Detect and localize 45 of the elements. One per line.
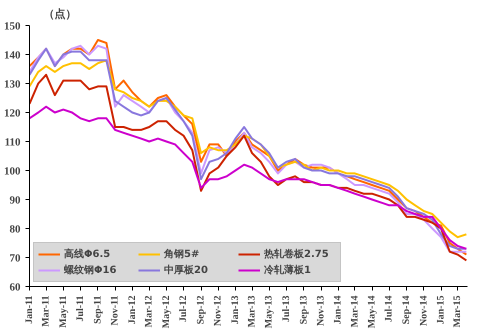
- x-tick-label: Jul-14: [384, 296, 395, 322]
- y-tick-label: 120: [4, 108, 21, 120]
- x-tick-label: Nov-14: [418, 295, 430, 326]
- x-tick-label: Mar-11: [40, 295, 52, 327]
- x-tick-label: Mar-14: [349, 295, 360, 328]
- x-tick-label: Nov-13: [316, 295, 327, 326]
- y-tick-label: 70: [10, 252, 21, 264]
- x-tick-label: Nov-12: [212, 295, 224, 326]
- x-tick-label: Jan-14: [332, 295, 344, 324]
- y-tick-label: 110: [4, 136, 21, 148]
- legend-label: 角钢5#: [164, 248, 200, 261]
- y-tick-label: 60: [10, 282, 21, 294]
- x-tick-label: Jan-15: [436, 295, 447, 324]
- x-tick-label: Jan-12: [126, 295, 138, 324]
- x-tick-label: Sep-12: [196, 295, 207, 324]
- x-tick-label: Jul-12: [178, 296, 190, 322]
- y-tick-label: 140: [4, 50, 21, 62]
- y-tick-label: 100: [4, 166, 21, 178]
- x-tick-label: Sep-11: [92, 295, 104, 324]
- y-axis-title: （点）: [44, 8, 76, 20]
- y-tick-label: 80: [10, 224, 21, 236]
- y-tick-label: 90: [10, 194, 21, 206]
- x-tick-label: Jul-11: [74, 295, 86, 322]
- legend-label: 冷轧薄板1: [264, 264, 312, 277]
- line-series: [30, 74, 468, 262]
- x-tick-label: May-13: [264, 295, 275, 328]
- x-tick-label: Sep-13: [298, 295, 310, 324]
- x-tick-label: Jan-13: [230, 295, 241, 324]
- x-tick-label: Mar-13: [246, 295, 258, 328]
- x-tick-label: Sep-14: [401, 295, 412, 324]
- y-tick-label: 130: [4, 78, 21, 90]
- legend-label: 中厚板20: [164, 264, 209, 277]
- x-tick-label: May-11: [58, 296, 69, 328]
- x-tick-label: Mar-15: [452, 295, 464, 328]
- legend-label: 螺纹钢Φ16: [64, 264, 118, 277]
- x-tick-label: Mar-12: [144, 295, 155, 328]
- legend-label: 高线Φ6.5: [64, 247, 112, 261]
- legend-label: 热轧卷板2.75: [264, 248, 330, 261]
- line-series: [30, 106, 468, 250]
- y-tick-label: 150: [4, 20, 21, 32]
- x-tick-label: Jan-11: [24, 295, 35, 324]
- x-tick-label: May-12: [160, 295, 172, 328]
- x-tick-label: May-14: [366, 295, 378, 328]
- x-tick-label: Jul-13: [280, 296, 292, 322]
- x-tick-label: Nov-11: [110, 296, 121, 326]
